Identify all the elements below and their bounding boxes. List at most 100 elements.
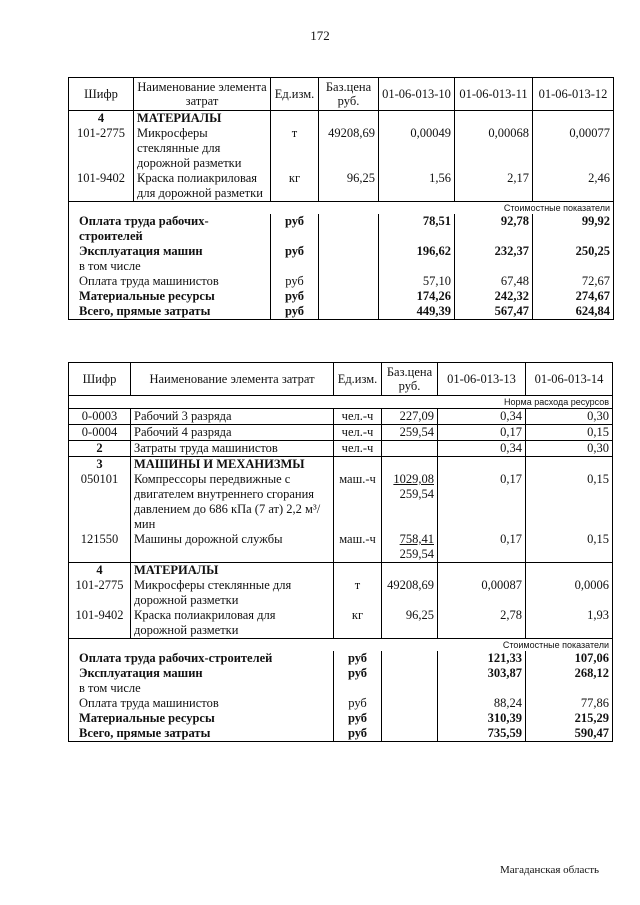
- cost-value: 242,32: [454, 289, 533, 304]
- code-cell: 2: [68, 440, 131, 457]
- table-row: Норма расхода ресурсов: [68, 395, 613, 409]
- value-cell: 0,15: [525, 532, 613, 563]
- cost-value: 567,47: [454, 304, 533, 320]
- table-row: 050101 Компрессоры передвижные с двигател…: [68, 472, 613, 532]
- empty-cell: [381, 456, 438, 472]
- name-cell: Компрессоры передвижные с двигателем вну…: [130, 472, 334, 532]
- header-cell: 01-06-013-13: [437, 362, 526, 396]
- empty-cell: [381, 696, 438, 711]
- table-row: Стоимостные показатели: [68, 638, 613, 651]
- value-cell: 1,93: [525, 608, 613, 639]
- cost-unit: руб: [333, 726, 382, 742]
- value-cell: 0,15: [525, 472, 613, 532]
- name-cell: Микросферы стеклянные для дорожной разме…: [133, 126, 271, 171]
- table-row: 101-2775 Микросферы стеклянные для дорожн…: [68, 578, 613, 608]
- table-row: 2 Затраты труда машинистов чел.-ч 0,34 0,30: [68, 440, 613, 457]
- price-cell: 96,25: [381, 608, 438, 639]
- price: 758,41: [399, 532, 434, 546]
- value-cell: 0,0006: [525, 578, 613, 608]
- page-number: 172: [310, 28, 330, 43]
- empty-cell: [381, 681, 438, 696]
- code-cell: 101-9402: [68, 608, 131, 639]
- cost-value: 121,33: [437, 651, 526, 666]
- cost-name: Всего, прямые затраты: [68, 726, 334, 742]
- code-cell: 121550: [68, 532, 131, 563]
- cost-value: 303,87: [437, 666, 526, 681]
- unit-cell: маш.-ч: [333, 532, 382, 563]
- value-cell: 2,46: [532, 171, 614, 202]
- header-cell: 01-06-013-14: [525, 362, 613, 396]
- price: 259,54: [399, 547, 434, 561]
- value-cell: 0,00068: [454, 126, 533, 171]
- cost-value: 196,62: [378, 244, 455, 259]
- cost-name: Оплата труда машинистов: [68, 696, 334, 711]
- unit-cell: т: [270, 126, 319, 171]
- name-cell: Краска полиакриловая для дорожной размет…: [130, 608, 334, 639]
- unit-cell: чел.-ч: [333, 440, 382, 457]
- table-row: 3 МАШИНЫ И МЕХАНИЗМЫ: [68, 456, 613, 472]
- name-cell: Рабочий 4 разряда: [130, 424, 334, 441]
- cost-value: 57,10: [378, 274, 455, 289]
- code-cell: 101-2775: [68, 578, 131, 608]
- empty-cell: [318, 289, 379, 304]
- cost-value: 624,84: [532, 304, 614, 320]
- unit-cell: маш.-ч: [333, 472, 382, 532]
- name-cell: Затраты труда машинистов: [130, 440, 334, 457]
- cost-name: в том числе: [68, 681, 334, 696]
- unit-cell: чел.-ч: [333, 408, 382, 425]
- code-cell: 0-0003: [68, 408, 131, 425]
- price: 1029,08: [393, 472, 434, 486]
- value-cell: 0,34: [437, 440, 526, 457]
- empty-cell: [532, 110, 614, 126]
- empty-cell: [525, 681, 613, 696]
- name-cell: Рабочий 3 разряда: [130, 408, 334, 425]
- code-cell: 101-9402: [68, 171, 134, 202]
- empty-cell: [318, 110, 379, 126]
- empty-cell: [378, 259, 455, 274]
- empty-cell: [381, 666, 438, 681]
- cost-name: Эксплуатация машин: [68, 666, 334, 681]
- empty-cell: [318, 259, 379, 274]
- table-row: Эксплуатация машин руб 303,87 268,12: [68, 666, 613, 681]
- empty-cell: [437, 681, 526, 696]
- empty-cell: [318, 274, 379, 289]
- header-cell: 01-06-013-11: [454, 77, 533, 111]
- table-row: 4 МАТЕРИАЛЫ: [68, 110, 614, 126]
- table-row: Оплата труда рабочих-строителей руб 78,51 9…: [68, 214, 614, 244]
- price-cell: 49208,69: [318, 126, 379, 171]
- section-title: МАТЕРИАЛЫ: [133, 110, 271, 126]
- cost-name: Оплата труда рабочих-строителей: [68, 214, 271, 244]
- empty-cell: [381, 726, 438, 742]
- value-cell: 0,30: [525, 408, 613, 425]
- unit-cell: т: [333, 578, 382, 608]
- subheader: Стоимостные показатели: [68, 638, 613, 651]
- empty-cell: [454, 110, 533, 126]
- cost-unit: руб: [333, 666, 382, 681]
- cost-value: 268,12: [525, 666, 613, 681]
- table-row: 4 МАТЕРИАЛЫ: [68, 562, 613, 578]
- cost-value: 77,86: [525, 696, 613, 711]
- cost-value: 274,67: [532, 289, 614, 304]
- cost-unit: руб: [333, 651, 382, 666]
- cost-unit: руб: [270, 244, 319, 259]
- empty-cell: [532, 259, 614, 274]
- table-row: Эксплуатация машин руб 196,62 232,37 250,25: [68, 244, 614, 259]
- price-cell: 96,25: [318, 171, 379, 202]
- value-cell: 0,17: [437, 472, 526, 532]
- subheader: Стоимостные показатели: [68, 201, 614, 214]
- table-row: Стоимостные показатели: [68, 201, 614, 214]
- table-row: Материальные ресурсы руб 174,26 242,32 274,6…: [68, 289, 614, 304]
- subheader: Норма расхода ресурсов: [68, 395, 613, 409]
- empty-cell: [318, 304, 379, 320]
- cost-name: Оплата труда машинистов: [68, 274, 271, 289]
- code-cell: 101-2775: [68, 126, 134, 171]
- header-cell: 01-06-013-10: [378, 77, 455, 111]
- empty-cell: [381, 651, 438, 666]
- unit-cell: кг: [333, 608, 382, 639]
- value-cell: 1,56: [378, 171, 455, 202]
- price: 259,54: [399, 487, 434, 501]
- empty-cell: [525, 562, 613, 578]
- empty-cell: [270, 259, 319, 274]
- header-cell: 01-06-013-12: [532, 77, 614, 111]
